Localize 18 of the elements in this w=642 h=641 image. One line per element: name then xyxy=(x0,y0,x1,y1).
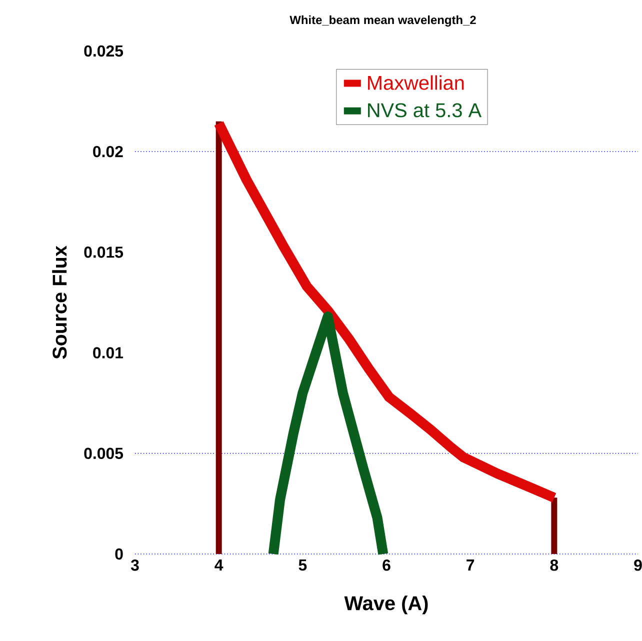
x-axis-title: Wave (A) xyxy=(344,596,428,614)
chart-title: White_beam mean wavelength_2 xyxy=(290,15,476,27)
x-tick-label: 4 xyxy=(214,560,224,570)
x-tick-label: 3 xyxy=(130,560,139,571)
y-tick-label: 0.01 xyxy=(93,347,124,358)
x-tick-label: 8 xyxy=(550,560,558,571)
y-tick-label: 0.02 xyxy=(93,146,123,158)
x-tick-label: 6 xyxy=(382,560,390,571)
y-tick-label: 0.025 xyxy=(84,45,124,57)
y-tick-label: 0 xyxy=(115,548,123,560)
legend-label: NVS at 5.3 A xyxy=(368,103,482,118)
y-tick-label: 0.005 xyxy=(84,448,124,460)
y-tick-label: 0.015 xyxy=(84,246,124,258)
x-tick-label: 7 xyxy=(466,560,474,570)
y-axis-title: Source Flux xyxy=(52,246,67,359)
x-tick-label: 5 xyxy=(298,560,307,571)
x-tick-label: 9 xyxy=(634,560,642,571)
legend-label: Maxwellian xyxy=(368,75,464,90)
